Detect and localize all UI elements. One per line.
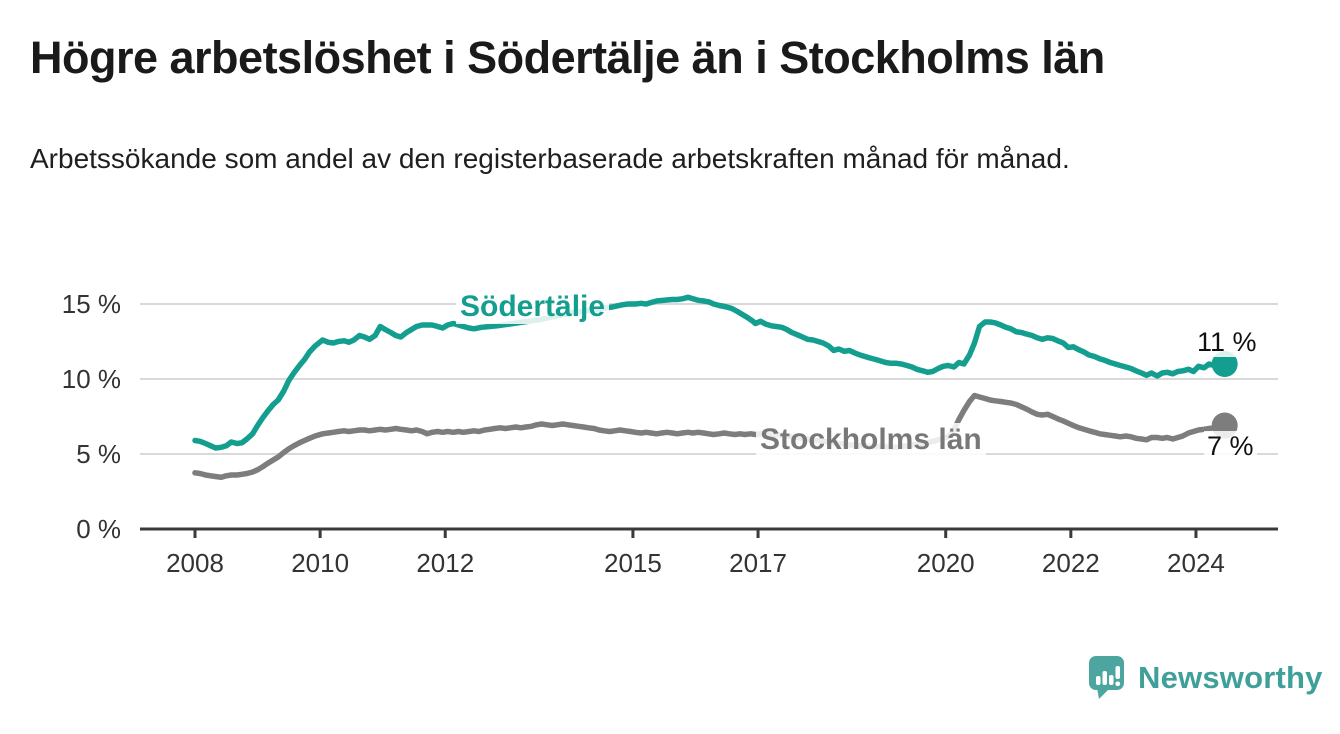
series-label-stockholms-lan: Stockholms län [756, 423, 986, 457]
y-tick-label: 0 % [76, 514, 121, 544]
chart-subtitle: Arbetssökande som andel av den registerb… [30, 143, 1070, 174]
x-tick-label: 2008 [166, 548, 224, 578]
speech-bubble-bar-chart-icon [1088, 656, 1125, 699]
series-line-stockholms-l-n [192, 392, 1228, 481]
series-label-sodertalje: Södertälje [456, 290, 610, 324]
x-tick-label: 2015 [604, 548, 662, 578]
y-tick-label: 15 % [62, 289, 121, 319]
series-line-s-dert-lje [192, 294, 1228, 451]
x-tick-label: 2012 [416, 548, 474, 578]
y-tick-label: 10 % [62, 364, 121, 394]
end-value-label-sodertalje: 11 % [1194, 327, 1260, 357]
x-tick-label: 2024 [1167, 548, 1225, 578]
x-tick-label: 2020 [917, 548, 975, 578]
series-end-dot-s-dert-lje [1211, 351, 1238, 377]
x-tick-label: 2010 [291, 548, 349, 578]
newsworthy-logo: Newsworthy [1088, 656, 1323, 699]
y-tick-label: 5 % [76, 439, 121, 469]
chart-title: Högre arbetslöshet i Södertälje än i Sto… [30, 32, 1105, 83]
newsworthy-logo-text: Newsworthy [1138, 659, 1323, 695]
x-tick-label: 2017 [729, 548, 787, 578]
end-value-label-stockholms-lan: 7 % [1204, 431, 1257, 461]
x-tick-label: 2022 [1042, 548, 1100, 578]
